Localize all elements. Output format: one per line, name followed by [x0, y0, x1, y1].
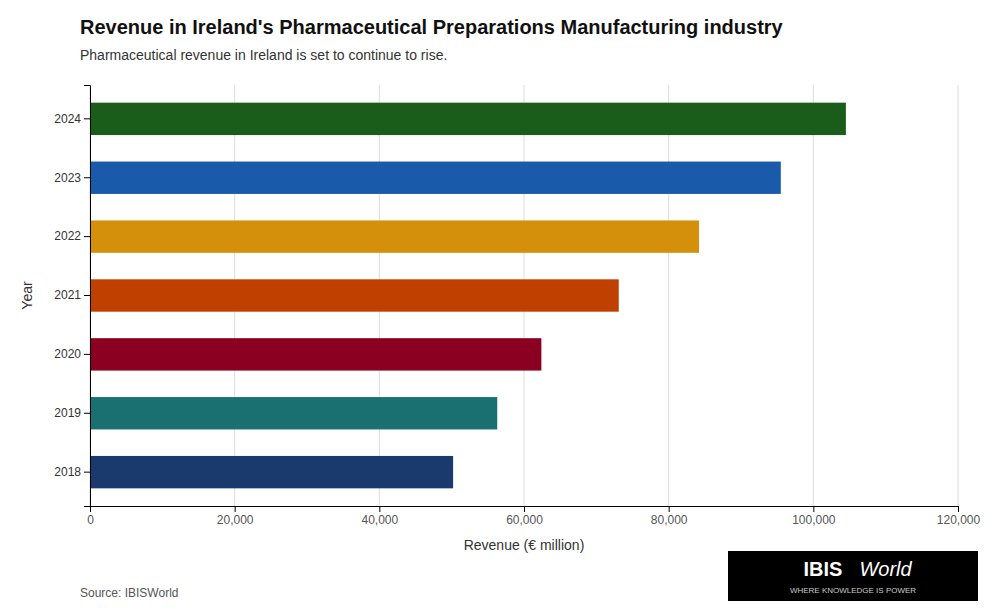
bar: [90, 220, 699, 252]
grid-line: [958, 85, 959, 506]
x-axis-line: [91, 507, 959, 513]
x-axis: 0 20,000 40,000 60,000 80,000 100,000 120,000: [87, 506, 980, 527]
x-tick-label: 20,000: [217, 513, 254, 527]
subtitle: Pharmaceutical revenue in Ireland is set…: [80, 47, 447, 63]
bar: [90, 103, 846, 135]
grid-line: [668, 85, 669, 506]
x-tick-mark: [379, 506, 380, 512]
x-tick: 120,000: [937, 506, 981, 527]
y-axis: 2018 2019 2020 2021 2022 2023 2024: [54, 86, 90, 507]
title: Revenue in Ireland's Pharmaceutical Prep…: [80, 16, 784, 38]
y-tick-label: 2018: [54, 465, 81, 479]
x-tick: 40,000: [361, 506, 398, 527]
logo-text: IBIS: [804, 558, 843, 580]
x-tick-label: 100,000: [792, 513, 836, 527]
y-tick-mark: [84, 354, 90, 355]
x-tick-mark: [524, 506, 525, 512]
y-tick-label: 2024: [54, 112, 81, 126]
x-tick-mark: [235, 506, 236, 512]
bar: [90, 397, 497, 429]
x-tick-label: 80,000: [651, 513, 688, 527]
y-tick: 2020: [54, 347, 90, 361]
x-tick-mark: [813, 506, 814, 512]
x-tick-label: 0: [87, 513, 94, 527]
x-tick: 20,000: [217, 506, 254, 527]
x-tick: 60,000: [506, 506, 543, 527]
plot-area: 0 20,000 40,000 60,000 80,000 100,000 120,000 2…: [19, 85, 981, 553]
bar: [90, 279, 619, 311]
y-tick: 2023: [54, 171, 90, 185]
chart: Revenue in Ireland's Pharmaceutical Prep…: [0, 0, 998, 611]
y-tick-label: 2022: [54, 229, 81, 243]
x-tick: 80,000: [651, 506, 688, 527]
x-tick: 100,000: [792, 506, 836, 527]
y-tick: 2022: [54, 229, 90, 243]
y-tick-mark: [84, 413, 90, 414]
x-tick-label: 40,000: [361, 513, 398, 527]
x-axis-title: Revenue (€ million): [464, 537, 585, 553]
y-tick-mark: [84, 236, 90, 237]
y-tick: 2019: [54, 406, 90, 420]
logo-tagline: WHERE KNOWLEDGE IS POWER: [790, 586, 916, 595]
y-tick-mark: [84, 118, 90, 119]
y-tick-label: 2020: [54, 347, 81, 361]
y-tick: 2018: [54, 465, 90, 479]
grid: [90, 85, 958, 506]
grid-line: [813, 85, 814, 506]
bar: [90, 456, 453, 488]
y-axis-title: Year: [19, 281, 35, 310]
y-tick-mark: [84, 295, 90, 296]
y-tick-label: 2021: [54, 288, 81, 302]
x-tick-label: 60,000: [506, 513, 543, 527]
bars: [90, 103, 846, 489]
y-tick: 2024: [54, 112, 90, 126]
y-axis-line: [84, 86, 91, 507]
y-tick-mark: [84, 177, 90, 178]
bar: [90, 338, 541, 370]
y-tick-label: 2023: [54, 171, 81, 185]
y-tick: 2021: [54, 288, 90, 302]
y-tick-mark: [84, 472, 90, 473]
logo-text: World: [859, 558, 912, 580]
source: Source: IBISWorld: [80, 586, 178, 600]
x-tick-mark: [669, 506, 670, 512]
logo-box: [728, 551, 978, 601]
x-tick-label: 120,000: [937, 513, 981, 527]
x-tick: 0: [87, 506, 94, 527]
logo: IBIS World WHERE KNOWLEDGE IS POWER: [728, 551, 978, 601]
x-tick-mark: [958, 506, 959, 512]
y-tick-label: 2019: [54, 406, 81, 420]
bar: [90, 162, 781, 194]
